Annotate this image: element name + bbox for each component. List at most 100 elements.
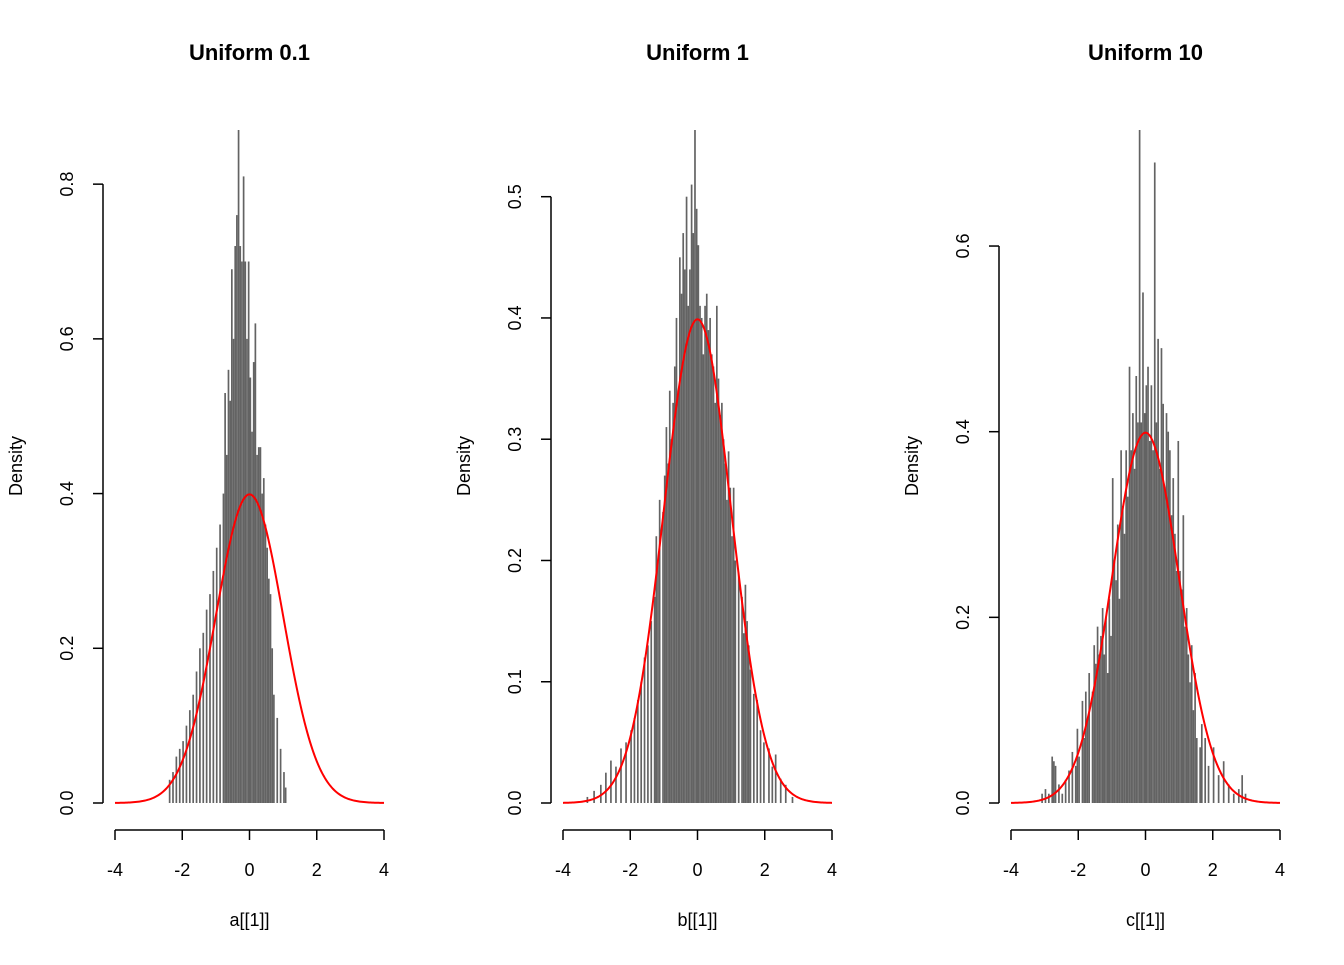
histogram-bar bbox=[1121, 505, 1124, 803]
histogram-bar bbox=[1200, 724, 1203, 803]
histogram-bar bbox=[675, 317, 678, 803]
x-axis-label: a[[1]] bbox=[229, 910, 269, 930]
histogram-bar bbox=[1071, 751, 1074, 803]
x-tick-label: -2 bbox=[1070, 860, 1086, 880]
histogram-bar bbox=[729, 487, 732, 803]
histogram-bar bbox=[1170, 515, 1173, 803]
histogram-bar bbox=[1152, 450, 1154, 803]
histogram-bar bbox=[1150, 385, 1153, 803]
histogram-bar bbox=[1054, 765, 1057, 803]
x-tick-label: -2 bbox=[174, 860, 190, 880]
histogram-bar bbox=[1222, 761, 1225, 803]
histogram-bar bbox=[1116, 524, 1119, 803]
normal-density-curve bbox=[1010, 431, 1281, 804]
histogram-bar bbox=[252, 362, 255, 803]
histogram-bar bbox=[1051, 756, 1054, 803]
histogram-bar bbox=[1185, 608, 1188, 803]
histogram-bar bbox=[756, 699, 759, 803]
histogram-bar bbox=[724, 463, 727, 803]
histogram-bar bbox=[1083, 738, 1085, 803]
histogram-bar bbox=[1078, 756, 1080, 803]
histogram-bar bbox=[653, 596, 656, 803]
histogram-bar bbox=[1148, 440, 1151, 803]
chart-title: Uniform 1 bbox=[646, 40, 749, 65]
histogram-bar bbox=[215, 547, 218, 803]
histogram-bar bbox=[640, 681, 643, 803]
histogram-bar bbox=[741, 596, 743, 803]
histogram-bar bbox=[615, 766, 617, 803]
histogram-bar bbox=[1133, 468, 1136, 803]
histogram-bar bbox=[205, 609, 208, 803]
histogram-bar bbox=[239, 246, 242, 803]
y-tick-label: 0.3 bbox=[505, 427, 525, 452]
histogram-bar bbox=[241, 261, 243, 803]
histogram-bar bbox=[256, 454, 258, 803]
y-axis: 0.0 0.2 0.4 0.6 0.8 bbox=[57, 172, 104, 816]
histogram-bar bbox=[1058, 784, 1060, 803]
y-axis-label: Density bbox=[454, 436, 474, 496]
histogram-bar bbox=[1101, 608, 1104, 803]
histogram-bar bbox=[1061, 793, 1064, 803]
x-tick-label: -4 bbox=[107, 860, 123, 880]
histogram-bar bbox=[742, 633, 745, 803]
histogram-bar bbox=[763, 742, 765, 803]
chart-title: Uniform 0.1 bbox=[189, 40, 310, 65]
histogram-bar bbox=[662, 511, 664, 803]
histogram-bar bbox=[1227, 784, 1230, 803]
y-tick-label: 0.2 bbox=[57, 636, 77, 661]
histogram-bar bbox=[722, 439, 725, 803]
normal-density-curve bbox=[562, 318, 833, 804]
histogram-bar bbox=[665, 427, 668, 803]
histogram-bar bbox=[717, 378, 720, 803]
histogram-bar bbox=[779, 778, 782, 803]
histogram-bar bbox=[1081, 700, 1084, 803]
histogram-bar bbox=[192, 694, 195, 803]
histogram-bar bbox=[1172, 478, 1175, 803]
histogram-bar bbox=[791, 796, 794, 803]
y-tick-label: 0.4 bbox=[57, 481, 77, 506]
histogram-bar bbox=[1167, 431, 1170, 803]
histogram-bar bbox=[1184, 626, 1186, 803]
x-tick-label: -4 bbox=[1003, 860, 1019, 880]
histogram-bar bbox=[1155, 422, 1158, 803]
y-tick-label: 0.0 bbox=[505, 790, 525, 815]
histogram-bar bbox=[1145, 385, 1148, 803]
histogram-bar bbox=[237, 130, 240, 803]
histogram-bar bbox=[185, 725, 188, 803]
histogram-bar bbox=[1158, 468, 1161, 803]
histogram-bar bbox=[1105, 617, 1107, 803]
histogram-bar bbox=[251, 431, 253, 803]
histogram-bar bbox=[279, 748, 282, 803]
histogram-bar bbox=[249, 377, 252, 803]
histogram-bar bbox=[1199, 747, 1201, 803]
histogram-bar bbox=[1162, 403, 1164, 803]
histogram-bar bbox=[625, 742, 627, 803]
histogram-bar bbox=[670, 439, 673, 803]
histogram-bar bbox=[1212, 747, 1215, 803]
histogram-bar bbox=[593, 790, 595, 803]
histogram-bar bbox=[732, 487, 735, 803]
histogram-bar bbox=[1100, 635, 1102, 803]
histogram-bar bbox=[1108, 598, 1111, 803]
histogram-bar bbox=[271, 648, 274, 803]
histogram-bar bbox=[1120, 450, 1122, 803]
histogram-bar bbox=[731, 536, 733, 803]
histogram-bar bbox=[672, 402, 674, 803]
histogram-bar bbox=[224, 393, 226, 803]
histogram-bar bbox=[1169, 450, 1171, 803]
histogram-bar bbox=[1093, 645, 1096, 803]
histogram-bar bbox=[188, 710, 191, 803]
histogram-bar bbox=[1179, 570, 1181, 803]
histogram-bar bbox=[172, 772, 174, 803]
y-axis-label: Density bbox=[6, 436, 26, 496]
histogram-bar bbox=[1160, 348, 1163, 803]
histogram-bar bbox=[726, 499, 728, 803]
histogram-bar bbox=[1140, 422, 1143, 803]
histogram-bar bbox=[667, 463, 669, 803]
histogram-bar bbox=[705, 293, 708, 803]
x-tick-label: 4 bbox=[827, 860, 837, 880]
x-tick-label: 0 bbox=[1140, 860, 1150, 880]
histogram-bar bbox=[232, 338, 235, 803]
